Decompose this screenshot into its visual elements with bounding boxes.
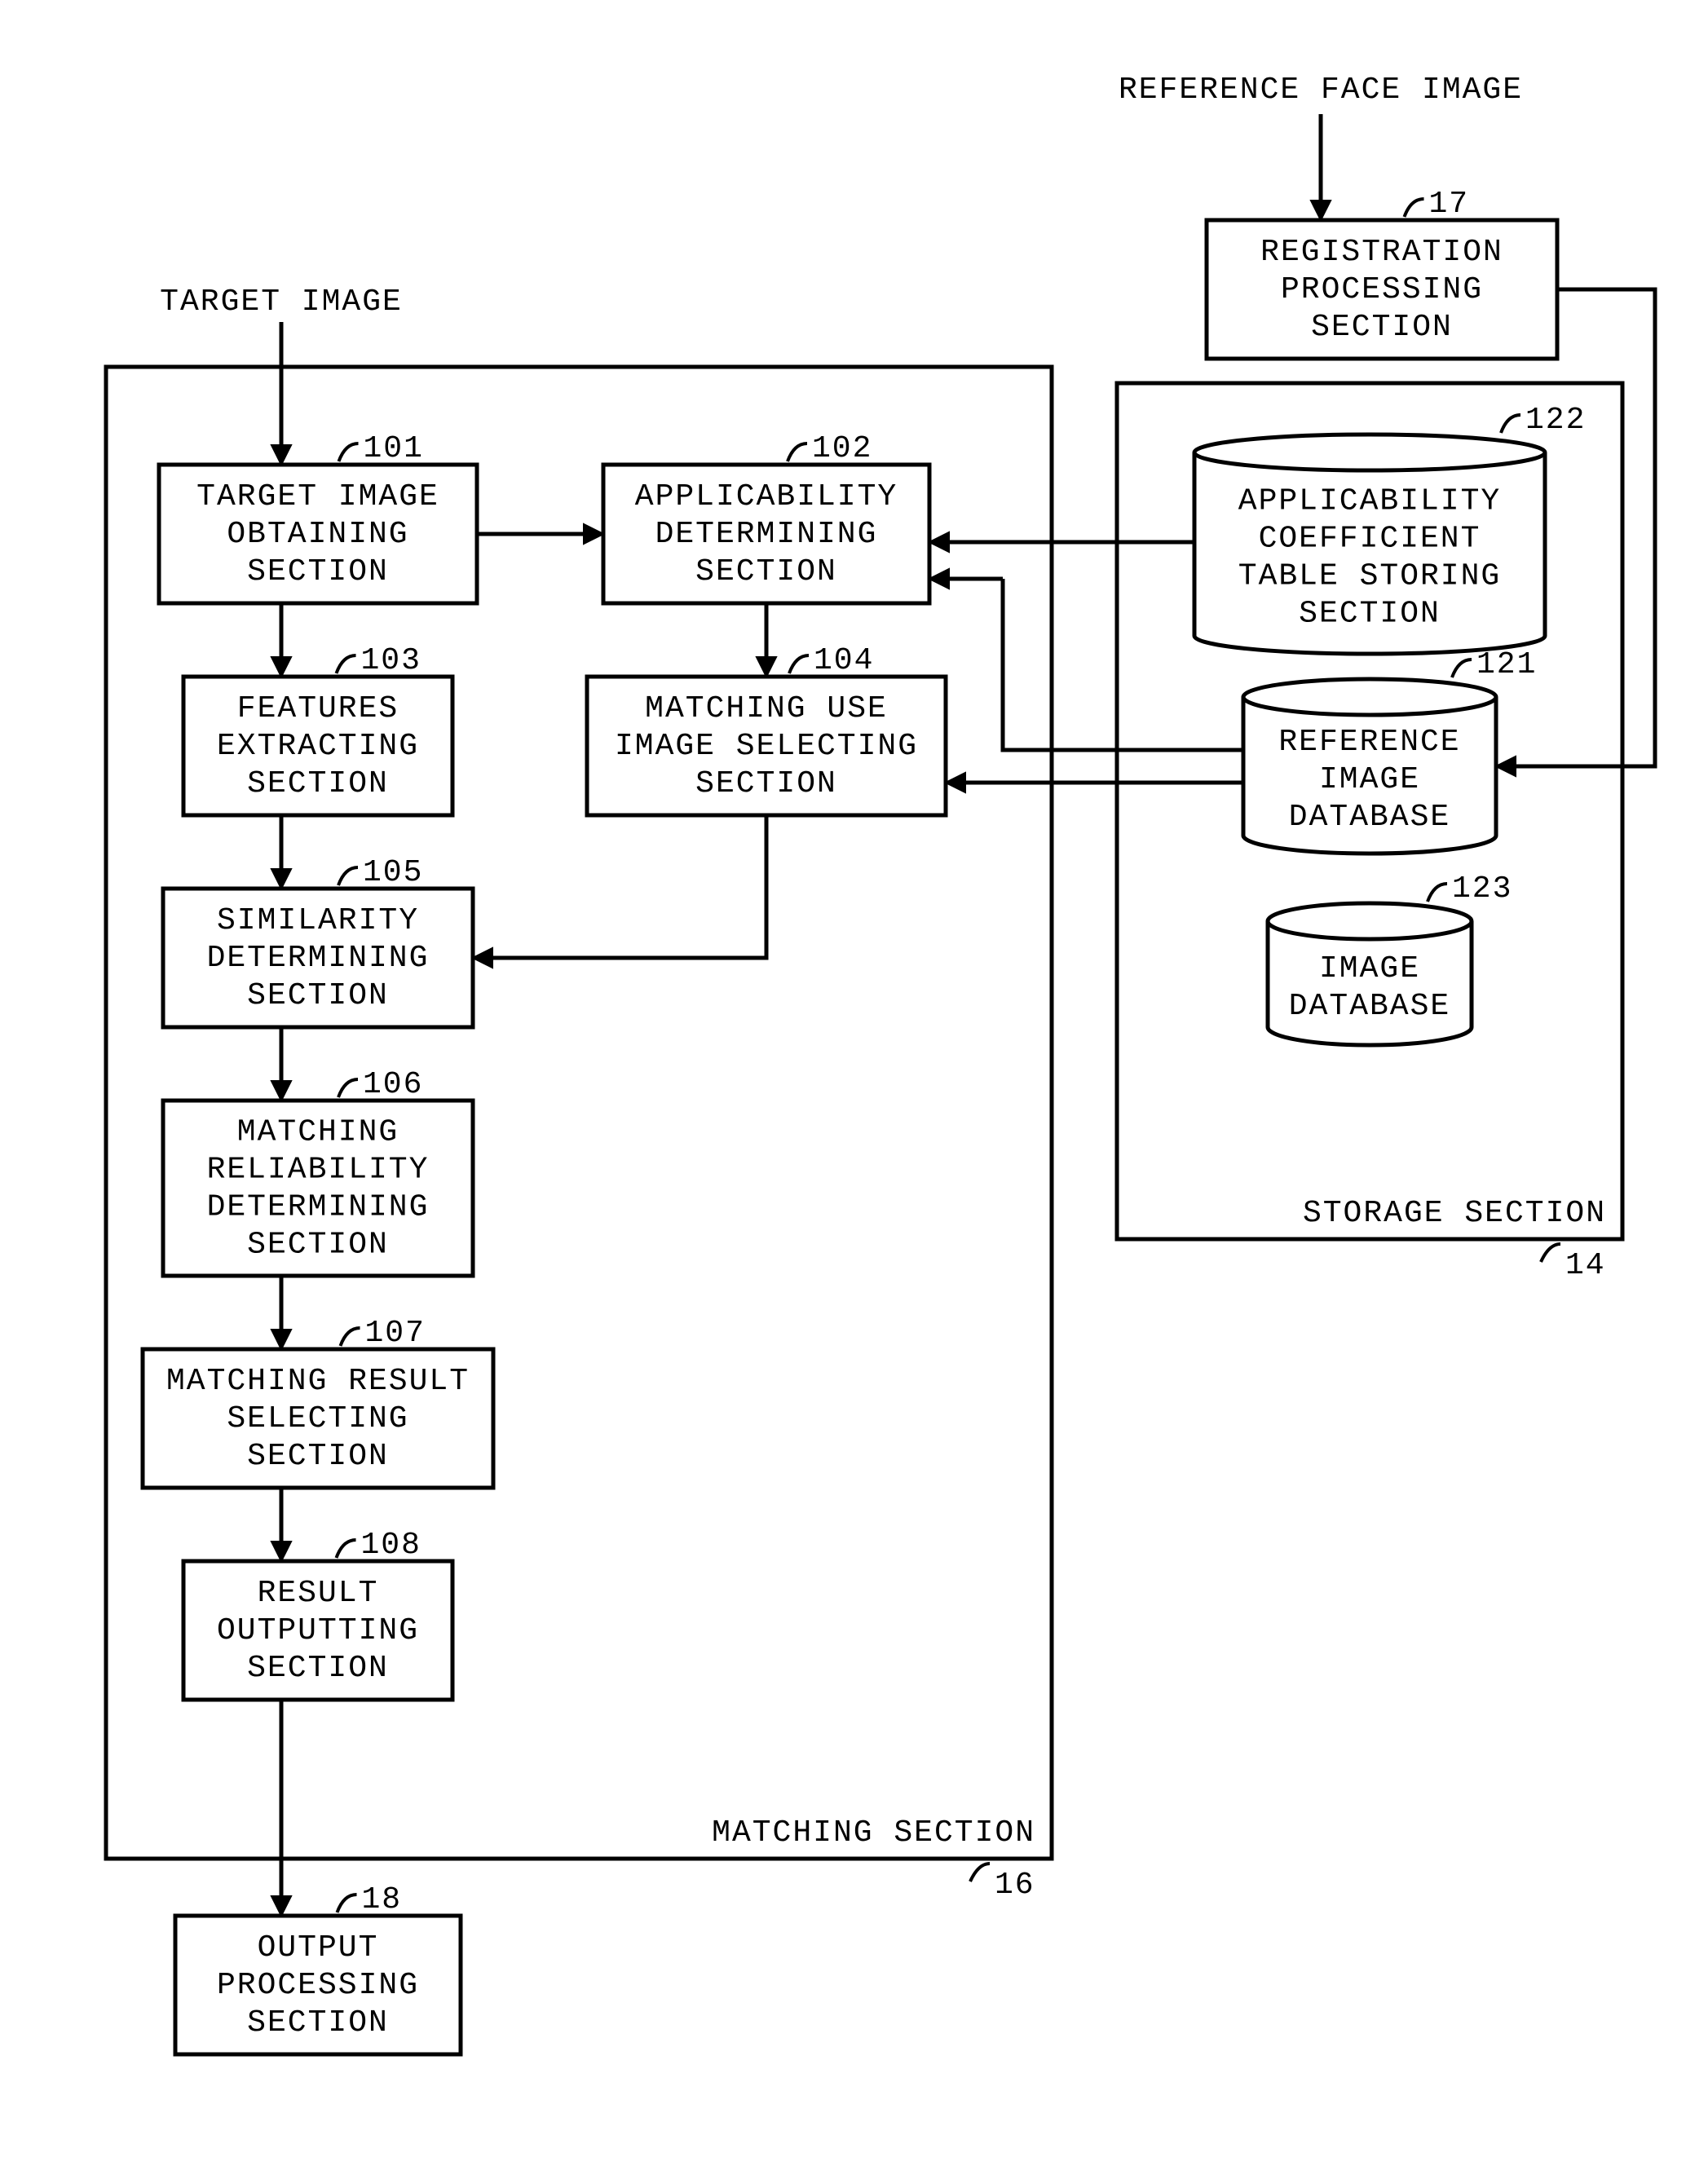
ref-n105: 105: [363, 855, 423, 890]
container-label-matching: MATCHING SECTION: [712, 1815, 1035, 1851]
box-line: SECTION: [247, 1228, 389, 1263]
box-n103: FEATURESEXTRACTINGSECTION 103: [183, 643, 452, 815]
cyl-line: IMAGE: [1319, 762, 1420, 797]
box-line: DETERMINING: [207, 941, 430, 976]
box-n105: SIMILARITYDETERMININGSECTION 105: [163, 855, 473, 1027]
ref-n107: 107: [365, 1316, 426, 1351]
ref-n104: 104: [814, 643, 874, 678]
cyl-line: TABLE STORING: [1238, 559, 1501, 594]
box-line: OBTAINING: [227, 517, 408, 552]
box-line: SECTION: [247, 554, 389, 589]
ref-n101: 101: [364, 431, 424, 466]
box-n108: RESULTOUTPUTTINGSECTION 108: [183, 1528, 452, 1700]
box-line: MATCHING: [237, 1115, 399, 1150]
box-line: DETERMINING: [655, 517, 878, 552]
cylinder-c122: APPLICABILITYCOEFFICIENTTABLE STORINGSEC…: [1194, 403, 1586, 654]
box-line: RESULT: [258, 1576, 379, 1611]
box-line: SELECTING: [227, 1401, 408, 1436]
box-line: RELIABILITY: [207, 1153, 430, 1188]
cyl-line: DATABASE: [1289, 800, 1450, 835]
arrow-104-105: [473, 815, 766, 958]
box-n101: TARGET IMAGEOBTAININGSECTION 101: [159, 431, 477, 603]
ref-n17: 17: [1429, 187, 1470, 222]
box-line: SECTION: [247, 766, 389, 801]
box-line: EXTRACTING: [217, 729, 419, 764]
block-diagram: MATCHING SECTION 16 STORAGE SECTION 14 TARGE…: [0, 0, 1708, 2166]
container-label-storage: STORAGE SECTION: [1303, 1196, 1606, 1231]
box-line: PROCESSING: [1281, 272, 1483, 307]
box-line: SECTION: [247, 978, 389, 1013]
box-line: SECTION: [247, 1651, 389, 1686]
cyl-line: DATABASE: [1289, 989, 1450, 1024]
cyl-line: IMAGE: [1319, 951, 1420, 986]
ref-n108: 108: [361, 1528, 421, 1563]
box-n102: APPLICABILITYDETERMININGSECTION 102: [603, 431, 929, 603]
box-line: SIMILARITY: [217, 903, 419, 938]
ref-n102: 102: [812, 431, 872, 466]
input-label-target_image: TARGET IMAGE: [160, 285, 403, 320]
container-ref-storage: 14: [1565, 1248, 1606, 1283]
box-line: REGISTRATION: [1260, 235, 1503, 270]
box-line: OUTPUTTING: [217, 1613, 419, 1648]
container-ref-matching: 16: [995, 1868, 1035, 1903]
box-n107: MATCHING RESULTSELECTINGSECTION 107: [143, 1316, 493, 1488]
cylinder-c121: REFERENCEIMAGEDATABASE 121: [1243, 647, 1537, 854]
box-line: FEATURES: [237, 691, 399, 726]
ref-c123: 123: [1452, 871, 1512, 907]
input-label-reference_face_image: REFERENCE FACE IMAGE: [1119, 73, 1523, 108]
box-line: SECTION: [695, 766, 837, 801]
box-line: SECTION: [695, 554, 837, 589]
box-line: OUTPUT: [258, 1930, 379, 1965]
cyl-line: APPLICABILITY: [1238, 484, 1501, 519]
box-line: MATCHING RESULT: [166, 1364, 470, 1399]
ref-n18: 18: [362, 1882, 403, 1917]
cylinder-c123: IMAGEDATABASE 123: [1268, 871, 1512, 1045]
box-line: DETERMINING: [207, 1190, 430, 1225]
ref-n106: 106: [363, 1067, 423, 1102]
box-line: PROCESSING: [217, 1968, 419, 2003]
cyl-line: REFERENCE: [1278, 725, 1460, 760]
box-n18: OUTPUTPROCESSINGSECTION 18: [175, 1882, 461, 2054]
box-line: SECTION: [247, 2005, 389, 2040]
box-line: SECTION: [1311, 310, 1453, 345]
box-n106: MATCHINGRELIABILITYDETERMININGSECTION 106: [163, 1067, 473, 1276]
box-line: IMAGE SELECTING: [615, 729, 918, 764]
ref-c122: 122: [1525, 403, 1586, 438]
ref-c121: 121: [1476, 647, 1537, 682]
box-line: APPLICABILITY: [635, 479, 898, 514]
box-line: TARGET IMAGE: [196, 479, 439, 514]
cyl-line: SECTION: [1299, 597, 1441, 632]
cyl-line: COEFFICIENT: [1259, 522, 1481, 557]
box-line: MATCHING USE: [645, 691, 888, 726]
box-line: SECTION: [247, 1439, 389, 1474]
box-n17: REGISTRATIONPROCESSINGSECTION 17: [1207, 187, 1557, 359]
ref-n103: 103: [361, 643, 421, 678]
